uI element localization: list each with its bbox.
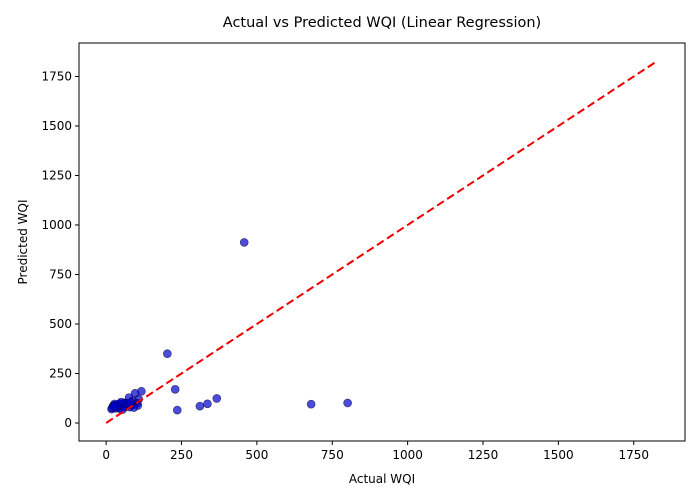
reference-line bbox=[105, 60, 658, 424]
data-point bbox=[343, 398, 352, 408]
data-point bbox=[172, 405, 182, 415]
axes-frame bbox=[78, 42, 686, 442]
data-point bbox=[306, 399, 316, 409]
y-axis-title: Predicted WQI bbox=[16, 200, 30, 285]
y-axis-ticks: 0 250 500 750 1000 1250 1500 1750 bbox=[41, 69, 79, 430]
y-tick-label: 0 bbox=[64, 416, 72, 430]
data-point bbox=[203, 399, 212, 409]
data-point bbox=[170, 385, 180, 394]
x-axis-title: Actual WQI bbox=[349, 472, 415, 486]
x-tick-label: 250 bbox=[170, 448, 193, 462]
data-point bbox=[126, 398, 136, 407]
y-tick-label: 500 bbox=[49, 317, 72, 331]
data-point bbox=[239, 238, 249, 247]
x-tick-label: 1250 bbox=[468, 448, 499, 462]
data-point bbox=[109, 402, 119, 411]
data-point bbox=[212, 394, 222, 403]
x-tick-label: 500 bbox=[245, 448, 268, 462]
y-tick-label: 750 bbox=[49, 267, 72, 281]
y-tick-label: 1250 bbox=[41, 168, 72, 182]
x-tick-label: 1750 bbox=[618, 448, 649, 462]
x-tick-label: 1500 bbox=[543, 448, 574, 462]
x-axis-ticks: 0 250 500 750 1000 1250 1500 1750 bbox=[102, 441, 649, 462]
x-tick-label: 1000 bbox=[392, 448, 423, 462]
chart-title: Actual vs Predicted WQI (Linear Regressi… bbox=[223, 15, 541, 31]
data-point bbox=[195, 401, 205, 411]
y-tick-label: 1500 bbox=[41, 119, 72, 133]
data-point bbox=[163, 349, 172, 358]
y-tick-label: 1750 bbox=[41, 69, 72, 83]
y-tick-label: 250 bbox=[49, 366, 72, 380]
x-tick-label: 750 bbox=[321, 448, 344, 462]
plot-area bbox=[105, 60, 658, 424]
y-tick-label: 1000 bbox=[41, 218, 72, 232]
x-tick-label: 0 bbox=[102, 448, 110, 462]
